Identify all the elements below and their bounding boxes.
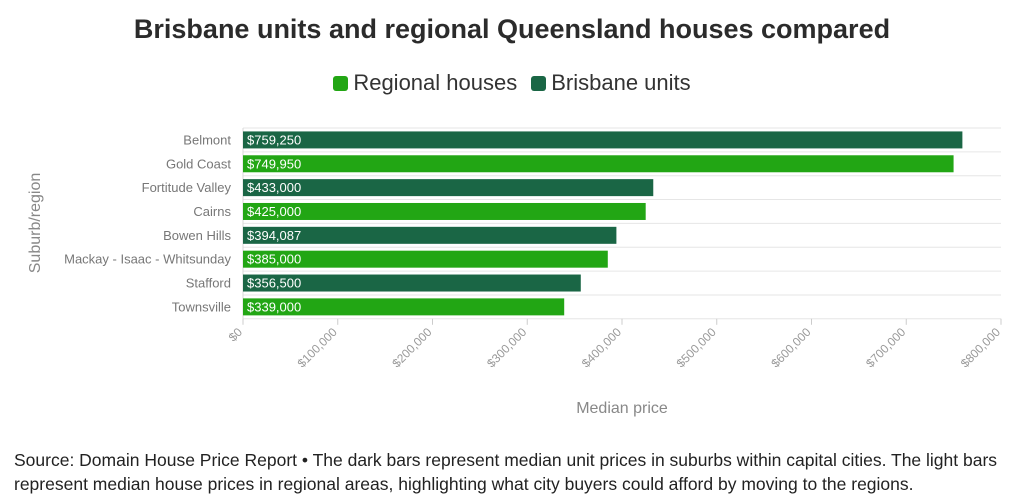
legend-swatch-brisbane-units [531,75,547,91]
x-tick-label: $200,000 [389,325,435,371]
x-tick-label: $400,000 [579,325,625,371]
y-axis-title: Suburb/region [27,173,44,274]
category-labels: Belmont Gold Coast Fortitude Valley Cairns B… [64,132,231,314]
bar[interactable] [243,131,963,149]
bar-value-label: $356,500 [247,276,301,291]
bars: $759,250 $749,950 $433,000 $425,000 $394,087… [243,131,963,316]
bar[interactable] [243,298,565,316]
category-label: Bowen Hills [163,228,231,243]
legend-label-regional-houses: Regional houses [353,70,518,95]
source-note: Source: Domain House Price Report • The … [14,450,998,494]
bar[interactable] [243,202,646,220]
bar-value-label: $339,000 [247,299,301,314]
bar-value-label: $425,000 [247,204,301,219]
legend-item-regional-houses[interactable]: Regional houses [333,70,517,96]
x-tick-labels: $0 $100,000 $200,000 $300,000 $400,000 $500,0… [226,325,1004,371]
category-label: Stafford [186,276,231,291]
x-axis-title: Median price [576,400,668,417]
bar-chart: $759,250 $749,950 $433,000 $425,000 $394,087… [27,127,1004,417]
category-label: Mackay - Isaac - Whitsunday [64,252,231,267]
x-tick-label: $700,000 [863,325,909,371]
x-tick-label: $0 [226,325,246,345]
category-label: Townsville [172,299,231,314]
x-tick-label: $600,000 [768,325,814,371]
bar[interactable] [243,274,581,292]
legend-swatch-regional-houses [333,75,349,91]
category-label: Gold Coast [166,156,231,171]
bar-value-label: $749,950 [247,156,301,171]
legend-label-brisbane-units: Brisbane units [551,70,691,95]
bar-value-label: $433,000 [247,180,301,195]
legend-item-brisbane-units[interactable]: Brisbane units [531,70,691,96]
bar[interactable] [243,155,954,173]
x-tick-label: $800,000 [958,325,1004,371]
x-tick-label: $500,000 [674,325,720,371]
bar[interactable] [243,226,617,244]
category-label: Belmont [183,132,231,147]
bar-value-label: $759,250 [247,132,301,147]
bar[interactable] [243,179,654,197]
legend: Regional houses Brisbane units [0,70,1024,96]
category-label: Fortitude Valley [142,180,232,195]
bar[interactable] [243,250,608,268]
bar-value-label: $385,000 [247,252,301,267]
x-tick-label: $300,000 [484,325,530,371]
x-tick-label: $100,000 [295,325,341,371]
bar-value-label: $394,087 [247,228,301,243]
category-label: Cairns [193,204,231,219]
chart-title: Brisbane units and regional Queensland h… [133,14,891,44]
